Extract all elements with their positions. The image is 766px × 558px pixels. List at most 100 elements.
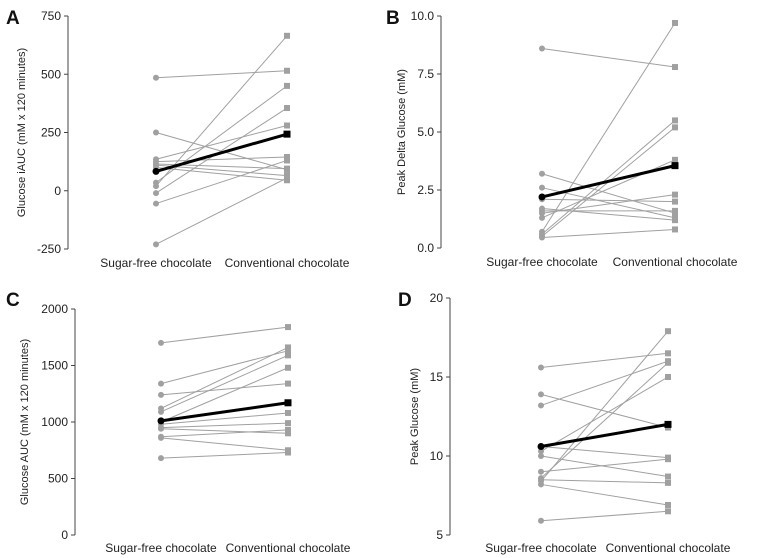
conventional-point xyxy=(285,420,291,427)
sugar-free-point xyxy=(153,190,159,197)
y-axis-label: Peak Delta Glucose (mM) xyxy=(396,69,408,195)
y-tick-label: 500 xyxy=(41,67,61,81)
participant-line xyxy=(541,22,676,233)
participant-line xyxy=(155,177,288,245)
sugar-free-point xyxy=(539,234,545,241)
conventional-point xyxy=(284,165,290,172)
participant-line xyxy=(540,393,669,429)
participant-line xyxy=(540,376,669,452)
participant-line xyxy=(541,159,676,219)
sugar-free-point xyxy=(158,380,164,387)
x-category-label: Conventional chocolate xyxy=(225,256,350,270)
participant-line xyxy=(540,479,669,484)
mean-conventional-point xyxy=(284,399,292,407)
participant-line xyxy=(160,350,289,385)
x-category-label: Sugar-free chocolate xyxy=(105,541,217,555)
panel-letter: A xyxy=(6,8,20,29)
y-tick-label: 7.5 xyxy=(417,67,434,81)
conventional-point xyxy=(285,426,291,433)
participant-line xyxy=(155,159,288,205)
y-tick-label: 10 xyxy=(430,449,444,463)
participant-line xyxy=(540,510,669,522)
conventional-point xyxy=(665,456,671,463)
conventional-point xyxy=(672,191,678,198)
participant-line xyxy=(541,198,676,203)
participant-line xyxy=(155,125,288,160)
sugar-free-point xyxy=(538,402,544,409)
sugar-free-point xyxy=(158,455,164,462)
participant-line xyxy=(160,326,289,344)
panel-letter: B xyxy=(386,8,400,29)
conventional-point xyxy=(672,207,678,214)
y-axis-label: Glucose AUC (mM x 120 minutes) xyxy=(19,339,31,505)
participant-line xyxy=(160,452,289,459)
participant-line xyxy=(540,362,669,479)
y-tick-label: 5 xyxy=(436,528,443,542)
participant-line xyxy=(540,446,669,459)
conventional-point xyxy=(285,364,291,371)
x-category-label: Conventional chocolate xyxy=(226,541,351,555)
conventional-point xyxy=(672,124,678,131)
y-tick-label: 0.0 xyxy=(417,241,434,255)
participant-line xyxy=(540,330,669,482)
participant-line xyxy=(541,194,676,214)
participant-line xyxy=(160,367,289,423)
conventional-point xyxy=(672,217,678,224)
mean-line xyxy=(541,164,676,199)
participant-line xyxy=(155,166,288,181)
participant-line xyxy=(540,360,669,406)
conventional-point xyxy=(284,32,290,39)
sugar-free-point xyxy=(539,184,545,191)
conventional-point xyxy=(665,479,671,486)
y-tick-label: 750 xyxy=(41,9,61,23)
conventional-point xyxy=(284,157,290,164)
participant-line xyxy=(160,412,289,425)
mean-line xyxy=(160,401,289,423)
sugar-free-point xyxy=(538,517,544,524)
conventional-point xyxy=(284,122,290,129)
conventional-point xyxy=(665,508,671,515)
participant-line xyxy=(160,346,289,409)
participant-line xyxy=(540,352,669,369)
sugar-free-point xyxy=(153,200,159,207)
mean-conventional-point xyxy=(671,162,679,170)
mean-sugar-free-point xyxy=(537,443,545,451)
conventional-point xyxy=(672,198,678,205)
sugar-free-point xyxy=(539,210,545,217)
y-axis-label: Glucose iAUC (mM x 120 minutes) xyxy=(16,48,28,217)
sugar-free-point xyxy=(538,468,544,475)
conventional-point xyxy=(285,352,291,359)
participant-line xyxy=(155,156,288,163)
participant-line xyxy=(540,458,669,473)
participant-line xyxy=(541,47,676,68)
x-category-label: Conventional chocolate xyxy=(606,541,731,555)
participant-line xyxy=(155,35,288,187)
conventional-point xyxy=(672,226,678,233)
panel-letter: C xyxy=(6,290,20,311)
x-category-label: Sugar-free chocolate xyxy=(100,256,212,270)
sugar-free-point xyxy=(158,339,164,346)
conventional-point xyxy=(285,380,291,387)
chart-panel-d: D 5 10 15 20 Peak Glucose (mM) Sugar-free choc… xyxy=(398,290,731,555)
participant-line xyxy=(160,429,289,438)
y-tick-label: 2000 xyxy=(41,302,68,316)
y-tick-label: 5.0 xyxy=(417,125,434,139)
sugar-free-point xyxy=(538,476,544,483)
y-tick-label: 2.5 xyxy=(417,183,434,197)
panel-letter: D xyxy=(398,290,412,311)
participant-line xyxy=(541,120,676,235)
sugar-free-point xyxy=(153,74,159,81)
participant-line xyxy=(160,422,289,429)
y-tick-label: -250 xyxy=(37,242,61,256)
mean-conventional-point xyxy=(664,420,672,428)
sugar-free-point xyxy=(153,129,159,136)
participant-line xyxy=(160,428,289,434)
participant-line xyxy=(155,107,288,194)
conventional-point xyxy=(665,374,671,380)
sugar-free-point xyxy=(539,170,545,177)
mean-sugar-free-point xyxy=(152,167,160,175)
sugar-free-point xyxy=(158,425,164,432)
x-category-label: Conventional chocolate xyxy=(613,255,738,269)
participant-line xyxy=(160,437,289,451)
conventional-point xyxy=(672,117,678,124)
